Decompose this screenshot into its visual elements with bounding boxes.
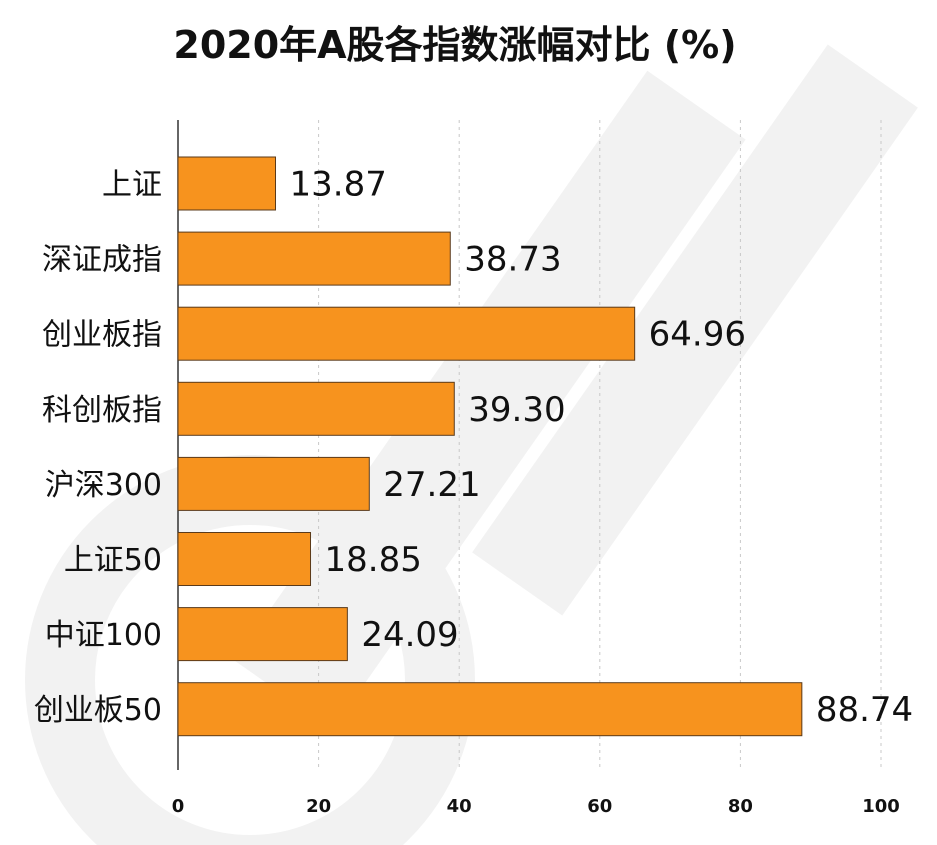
x-tick-label: 0	[172, 796, 185, 817]
category-label: 创业板50	[34, 693, 162, 728]
value-label: 18.85	[325, 540, 422, 580]
category-label: 沪深300	[45, 468, 162, 503]
x-tick-label: 80	[728, 796, 753, 817]
bar	[177, 456, 370, 511]
bar	[177, 381, 455, 436]
watermark-stroke	[472, 44, 918, 616]
x-tick-label: 60	[587, 796, 612, 817]
bar	[177, 156, 277, 211]
bar	[177, 682, 803, 737]
x-tick-label: 100	[862, 796, 900, 817]
x-tick-label: 20	[306, 796, 331, 817]
category-label: 中证100	[45, 618, 162, 653]
value-label: 13.87	[290, 165, 387, 205]
chart-title: 2020年A股各指数涨幅对比 (%)	[173, 23, 736, 67]
x-tick-label: 40	[447, 796, 472, 817]
value-label: 88.74	[816, 690, 913, 730]
category-label: 创业板指	[42, 318, 162, 353]
value-label: 38.73	[464, 240, 561, 280]
watermark-stroke	[234, 70, 746, 730]
bars-group	[177, 156, 803, 737]
category-label: 科创板指	[42, 393, 162, 428]
category-label: 深证成指	[42, 243, 162, 278]
bar	[177, 532, 312, 586]
value-labels: 13.87 38.73 64.96 39.30 27.21 18.85 24.09 88.74	[290, 165, 914, 731]
bar	[177, 607, 348, 662]
category-label: 上证	[102, 168, 162, 203]
grid-lines	[318, 120, 882, 770]
bar	[177, 231, 451, 286]
value-label: 39.30	[468, 390, 565, 430]
category-label: 上证50	[64, 543, 162, 578]
value-label: 64.96	[649, 315, 746, 355]
x-tick-labels: 0 20 40 60 80 100	[172, 796, 900, 817]
value-label: 24.09	[361, 615, 458, 655]
bar	[177, 306, 636, 361]
value-label: 27.21	[383, 465, 480, 505]
